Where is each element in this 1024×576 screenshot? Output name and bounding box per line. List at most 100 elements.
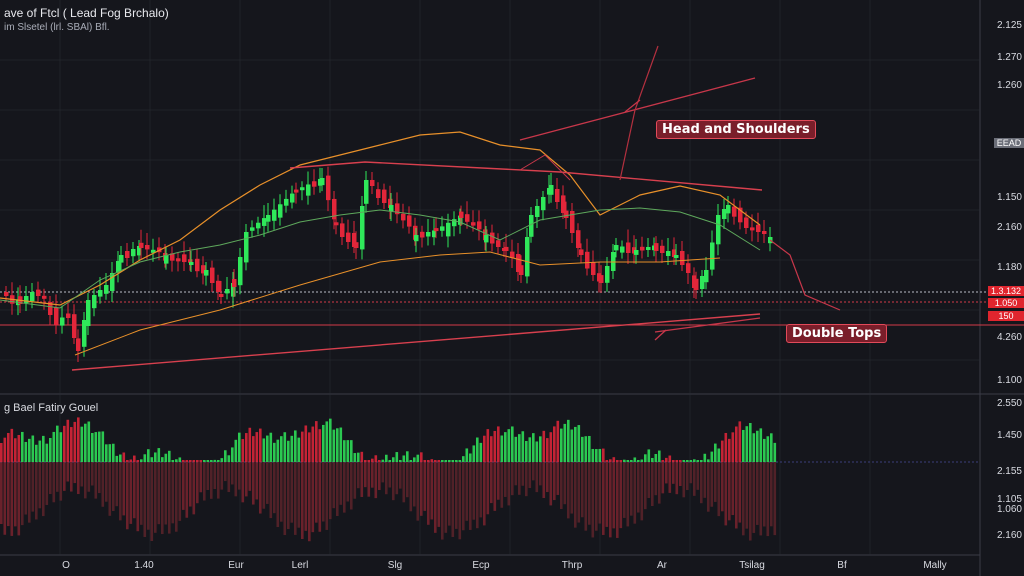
- histogram-bar: [392, 462, 395, 501]
- histogram-bar: [192, 460, 196, 462]
- histogram-bar: [189, 462, 192, 507]
- candle-body: [672, 249, 677, 257]
- histogram-bar: [388, 462, 392, 488]
- candle-body: [354, 242, 359, 248]
- histogram-bar: [455, 462, 458, 529]
- histogram-bar: [430, 459, 434, 462]
- histogram-bar: [98, 462, 101, 494]
- candle-body: [452, 219, 457, 227]
- candle-body: [216, 280, 221, 292]
- histogram-bar: [171, 462, 175, 524]
- histogram-bar: [140, 459, 143, 462]
- histogram-bar: [339, 462, 343, 505]
- histogram-bar: [738, 421, 742, 462]
- histogram-bar: [430, 462, 434, 520]
- candle-body: [104, 285, 109, 294]
- histogram-bar: [56, 462, 59, 492]
- price-axis-label: 1.260: [996, 80, 1022, 91]
- histogram-bar: [280, 436, 283, 462]
- histogram-bar: [269, 462, 273, 519]
- histogram-bar: [612, 457, 616, 462]
- candle-body: [332, 198, 337, 220]
- candle-body: [756, 224, 761, 232]
- histogram-bar: [679, 462, 682, 487]
- histogram-bar: [668, 462, 672, 493]
- histogram-bar: [45, 443, 49, 462]
- histogram-bar: [378, 460, 381, 462]
- histogram-bar: [406, 451, 409, 462]
- histogram-bar: [273, 462, 276, 514]
- histogram-bar: [304, 462, 308, 531]
- histogram-bar: [759, 462, 763, 536]
- histogram-bar: [462, 456, 465, 462]
- candle-body: [591, 262, 596, 275]
- histogram-bar: [28, 462, 31, 523]
- head-and-shoulders-label[interactable]: Head and Shoulders: [656, 120, 816, 139]
- histogram-bar: [395, 452, 399, 462]
- histogram-bar: [133, 455, 136, 462]
- candle-body: [151, 249, 156, 253]
- histogram-bar: [759, 428, 763, 462]
- histogram-bar: [311, 462, 315, 533]
- histogram-bar: [318, 429, 322, 462]
- histogram-bar: [500, 435, 504, 462]
- candle-body: [750, 227, 755, 231]
- histogram-bar: [511, 426, 514, 462]
- histogram-bar: [724, 432, 728, 462]
- histogram-bar: [252, 462, 255, 505]
- candle-body: [738, 207, 743, 223]
- histogram-bar: [455, 460, 458, 462]
- histogram-bar: [175, 459, 178, 462]
- histogram-bar: [350, 440, 353, 462]
- candle-body: [646, 247, 651, 250]
- histogram-bar: [427, 460, 430, 462]
- time-axis-label: Bf: [837, 560, 847, 571]
- histogram-bar: [301, 462, 304, 539]
- histogram-bar: [658, 450, 661, 462]
- candle-body: [290, 193, 295, 203]
- histogram-bar: [346, 440, 350, 462]
- histogram-bar: [591, 448, 595, 462]
- histogram-bar: [7, 432, 10, 462]
- candle-body: [686, 263, 691, 273]
- histogram-bar: [402, 462, 406, 503]
- histogram-bar: [290, 435, 294, 462]
- histogram-bar: [150, 457, 154, 462]
- candle-body: [195, 258, 200, 272]
- histogram-bar: [80, 426, 84, 462]
- histogram-bar: [388, 460, 392, 462]
- histogram-bar: [707, 459, 710, 462]
- price-axis-label: 1.180: [996, 262, 1022, 273]
- histogram-bar: [147, 449, 150, 462]
- histogram-bar: [94, 432, 98, 462]
- histogram-bar: [206, 460, 210, 462]
- histogram-bar: [325, 462, 329, 530]
- histogram-bar: [735, 462, 738, 529]
- histogram-bar: [731, 432, 735, 462]
- histogram-bar: [731, 462, 735, 516]
- histogram-bar: [346, 462, 350, 502]
- histogram-bar: [486, 462, 490, 515]
- candle-body: [585, 251, 590, 269]
- candle-body: [605, 266, 610, 283]
- candle-body: [458, 215, 463, 225]
- histogram-bar: [469, 462, 472, 530]
- histogram-bar: [248, 462, 252, 491]
- histogram-bar: [528, 437, 532, 462]
- double-tops-label[interactable]: Double Tops: [786, 324, 888, 343]
- histogram-bar: [738, 462, 742, 523]
- histogram-bar: [721, 462, 724, 512]
- histogram-bar: [742, 429, 745, 462]
- candle-body: [139, 242, 144, 248]
- histogram-bar: [451, 460, 455, 462]
- histogram-bar: [647, 449, 651, 462]
- candle-body: [535, 206, 540, 217]
- histogram-bar: [472, 445, 476, 462]
- histogram-bar: [297, 462, 301, 528]
- histogram-bar: [420, 462, 423, 516]
- indicator-axis-label: 2.160: [996, 530, 1022, 541]
- histogram-bar: [49, 462, 52, 495]
- candle-body: [188, 259, 193, 263]
- histogram-bar: [458, 462, 462, 540]
